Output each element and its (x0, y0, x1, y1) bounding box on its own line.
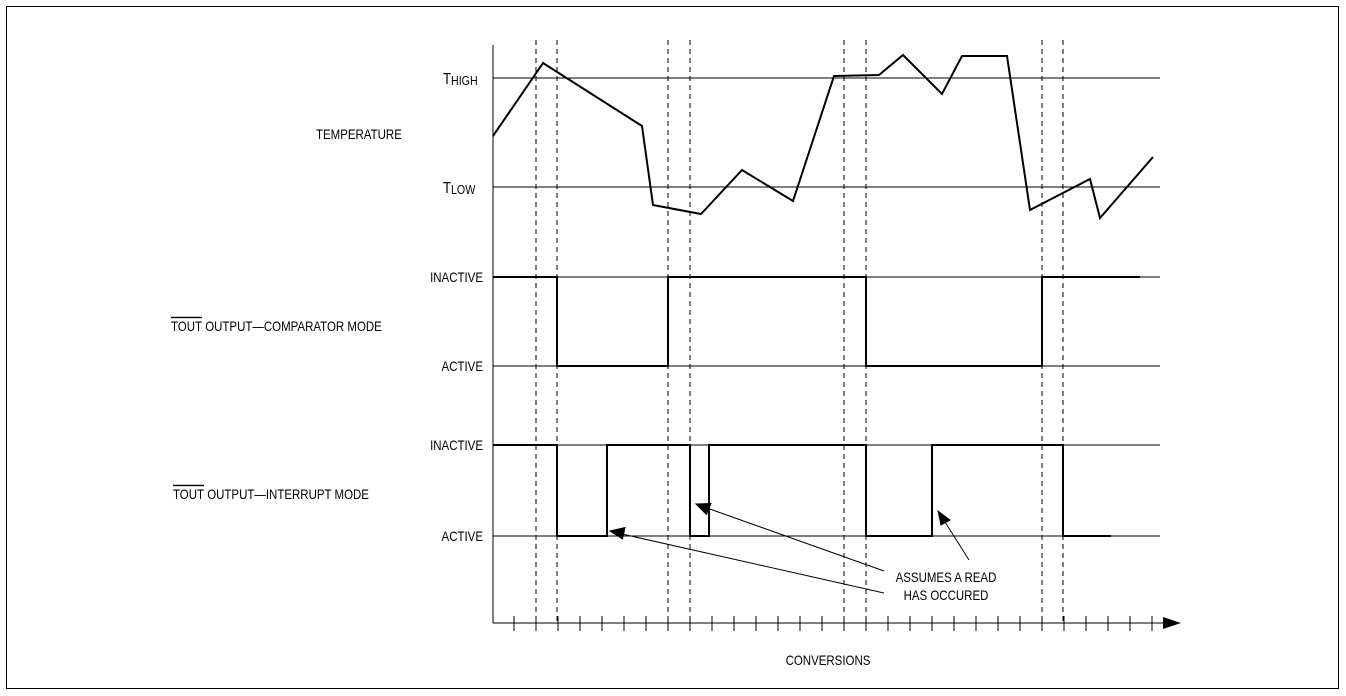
t-high-main: T (443, 71, 451, 88)
interrupt-waveform (493, 444, 1111, 537)
arrow-line (621, 533, 885, 594)
note-line-2: HAS OCCURED (904, 587, 989, 603)
x-axis-ticks (513, 616, 1153, 631)
comparator-tout: TOUT (171, 318, 202, 334)
comparator-inactive-label: INACTIVE (430, 269, 483, 285)
x-axis-arrowhead (1163, 617, 1181, 629)
t-high-label: THIGH (443, 71, 478, 88)
arrow-line (944, 521, 970, 561)
t-low-subscript: LOW (451, 182, 476, 197)
arrowhead (694, 502, 712, 516)
comparator-mode-text: OUTPUT—COMPARATOR MODE (202, 318, 382, 334)
interrupt-active-label: ACTIVE (442, 528, 483, 544)
figure-frame (6, 6, 1339, 689)
comparator-mode-label: TOUT OUTPUT—COMPARATOR MODE (171, 318, 382, 334)
comparator-active-label: ACTIVE (442, 358, 483, 374)
comparator-waveform (493, 276, 1140, 367)
arrowhead (937, 509, 951, 526)
t-low-label: TLOW (443, 180, 476, 197)
interrupt-mode-text: OUTPUT—INTERRUPT MODE (204, 486, 369, 502)
reference-lines (493, 77, 1160, 537)
annotation-arrows (608, 502, 970, 594)
note-line-1: ASSUMES A READ (896, 569, 997, 585)
interrupt-tout: TOUT (173, 486, 204, 502)
x-axis-label: CONVERSIONS (786, 652, 871, 668)
t-high-subscript: HIGH (451, 73, 478, 88)
temperature-waveform (492, 53, 1154, 221)
t-low-main: T (443, 180, 451, 197)
interrupt-mode-label: TOUT OUTPUT—INTERRUPT MODE (173, 486, 369, 502)
temperature-label: TEMPERATURE (316, 126, 402, 142)
arrowhead (608, 526, 626, 540)
interrupt-inactive-label: INACTIVE (430, 437, 483, 453)
arrow-line (706, 507, 885, 572)
